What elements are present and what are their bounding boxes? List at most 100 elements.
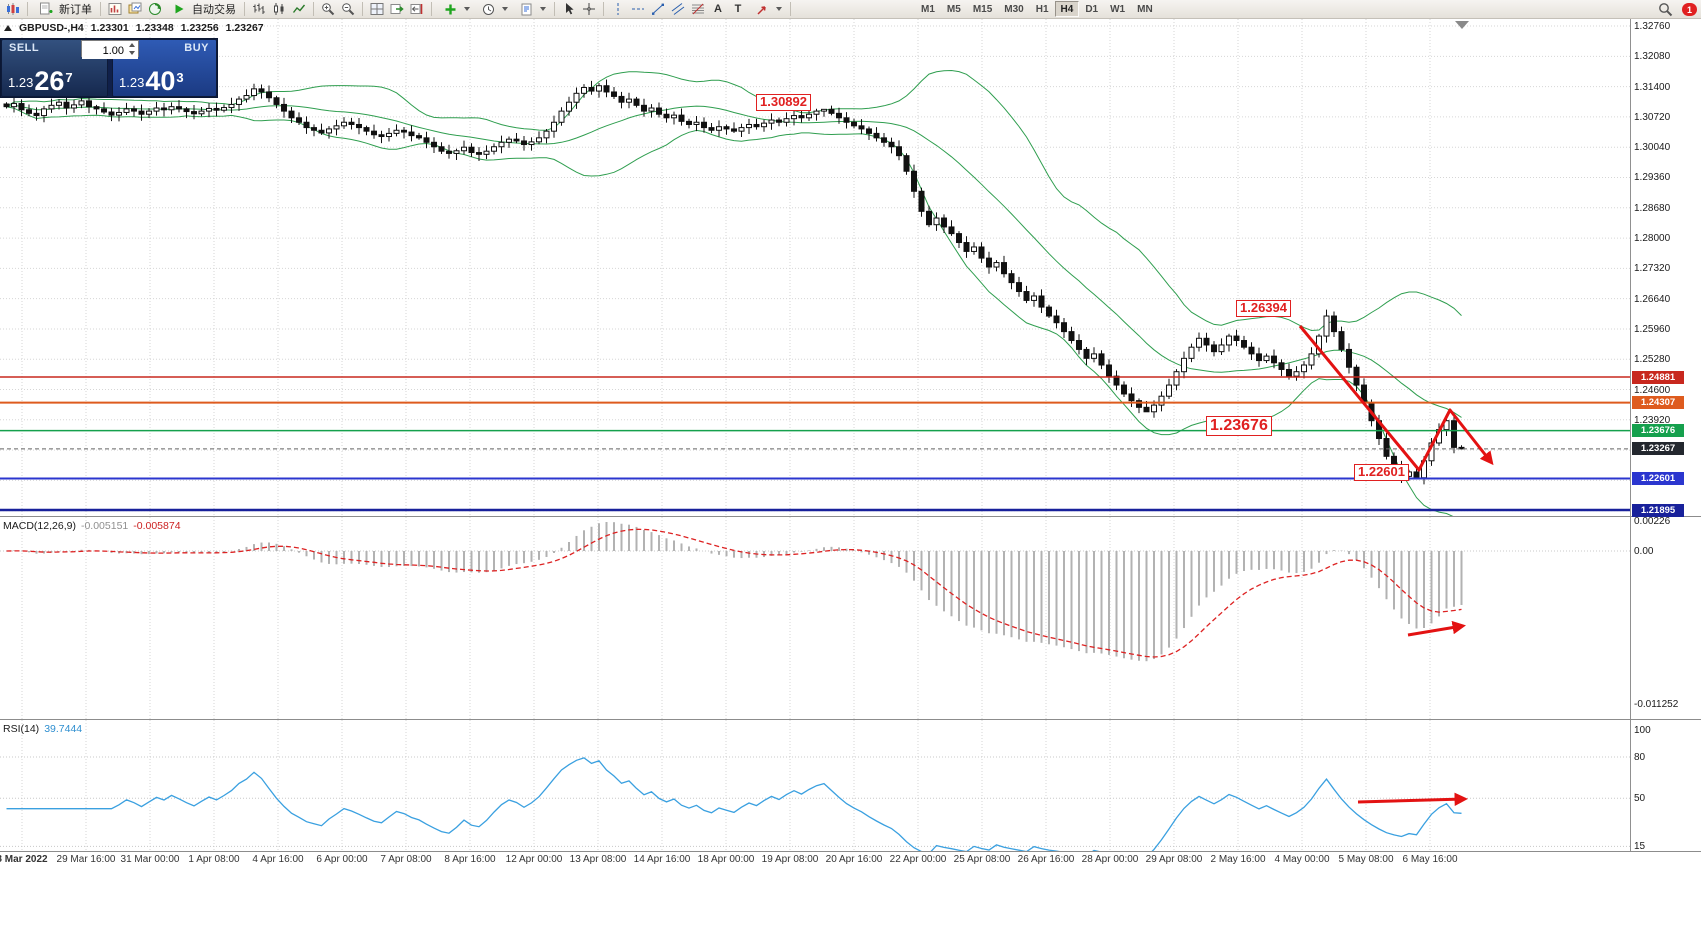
price-annotation[interactable]: 1.26394 [1236,300,1291,317]
price-axis-border [1630,19,1631,851]
charts-bar-icon[interactable] [106,1,124,18]
main-price-chart[interactable] [0,19,1632,516]
volume-input[interactable] [82,43,138,59]
template-page-icon [517,1,535,18]
timeframe-d1[interactable]: D1 [1079,1,1104,17]
app-chart-icon [4,1,22,18]
rsi-axis-label: 100 [1634,724,1651,736]
line-chart-type-icon[interactable] [290,1,308,18]
crosshair-icon[interactable] [580,1,598,18]
bar-chart-type-icon[interactable] [250,1,268,18]
grid-layer [0,517,1630,719]
timeframe-mn[interactable]: MN [1131,1,1159,17]
date-label: 6 May 16:00 [1402,854,1458,865]
price-tag: 1.23676 [1632,424,1684,438]
tile-windows-icon[interactable] [368,1,386,18]
text-tool-icon[interactable]: A [709,1,727,18]
fibonacci-tool-icon[interactable] [689,1,707,18]
timeframe-w1[interactable]: W1 [1104,1,1131,17]
notification-badge[interactable]: 1 [1682,3,1697,16]
label-tool-glyph: T [734,2,742,15]
cursor-icon[interactable] [560,1,578,18]
toolbar-separator [554,2,555,16]
panel-divider[interactable] [0,719,1701,720]
indicators-plus-icon [441,1,459,18]
trend-arrow-annotation[interactable] [1298,325,1494,472]
horizontal-line-tool-icon[interactable] [629,1,647,18]
rsi-arrow-annotation[interactable] [1357,792,1469,807]
date-label: 18 Apr 00:00 [697,854,755,865]
timeframe-m30[interactable]: M30 [998,1,1029,17]
profiles-icon[interactable] [126,1,144,18]
timeframe-m15[interactable]: M15 [967,1,998,17]
templates-button[interactable] [512,1,550,18]
arrows-tool-button[interactable] [748,1,786,18]
date-label: 25 Apr 08:00 [953,854,1011,865]
macd-panel[interactable] [0,517,1632,719]
new-order-button[interactable]: 新订单 [32,1,96,18]
sell-price: 1.23 26 7 [8,66,73,97]
date-label: 31 Mar 00:00 [120,854,180,865]
dropdown-caret-icon [502,7,508,11]
search-icon[interactable] [1656,1,1674,18]
chart-shift-marker[interactable] [1455,21,1469,29]
price-tick: 1.32080 [1634,51,1671,63]
macd-arrow-annotation[interactable] [1407,620,1466,637]
chart-shift-icon[interactable] [408,1,426,18]
timeframe-h1[interactable]: H1 [1030,1,1055,17]
rsi-panel[interactable] [0,720,1632,851]
price-annotation[interactable]: 1.22601 [1354,464,1409,481]
toolbar-separator [790,2,791,16]
dropdown-caret-icon [540,7,546,11]
new-order-label: 新订单 [59,4,92,16]
toolbar-separator [362,2,363,16]
autotrading-label: 自动交易 [192,4,236,16]
autotrading-play-icon [170,1,188,18]
price-annotation[interactable]: 1.23676 [1206,416,1272,437]
buy-price-big: 40 [145,66,176,97]
trendline-tool-icon[interactable] [649,1,667,18]
panel-divider[interactable] [0,516,1701,517]
price-tick: 1.26640 [1634,293,1671,305]
one-click-trading-panel: SELL 1.23 26 7 BUY 1.23 40 3 [0,38,218,98]
price-tag: 1.24881 [1632,370,1684,384]
rsi-line [6,757,1462,851]
clock-icon [479,1,497,18]
one-click-collapse-icon[interactable] [4,25,12,31]
zoom-in-icon[interactable] [319,1,337,18]
buy-price-main: 1.23 [119,75,145,90]
vertical-line-tool-icon[interactable] [609,1,627,18]
auto-scroll-icon[interactable] [388,1,406,18]
timeframe-m5[interactable]: M5 [941,1,967,17]
candlestick-chart-type-icon[interactable] [270,1,288,18]
timeframe-h4[interactable]: H4 [1054,1,1080,17]
price-tick: 1.28000 [1634,233,1671,245]
rsi-value: 39.7444 [44,723,83,735]
volume-decrease-icon[interactable] [127,49,136,56]
label-tool-icon[interactable]: T [729,1,747,18]
zoom-out-icon[interactable] [339,1,357,18]
autotrading-button[interactable]: 自动交易 [165,1,240,18]
channel-tool-icon[interactable] [669,1,687,18]
rsi-header: RSI(14) 39.7444 [3,723,82,735]
periods-button[interactable] [474,1,512,18]
price-tick: 1.30040 [1634,142,1671,154]
sell-price-big: 26 [34,66,65,97]
price-tick: 1.29360 [1634,172,1671,184]
volume-increase-icon[interactable] [127,41,136,48]
macd-main-value: -0.005151 [80,520,129,532]
date-label: 8 Apr 16:00 [444,854,496,865]
macd-axis-label: -0.011252 [1634,699,1679,710]
date-label: 4 May 00:00 [1274,854,1330,865]
date-label: 13 Apr 08:00 [569,854,627,865]
timeframe-m1[interactable]: M1 [915,1,941,17]
chart-ohlc-header: GBPUSD-,H4 1.23301 1.23348 1.23256 1.232… [4,22,264,34]
sell-button[interactable]: SELL 1.23 26 7 [1,39,108,97]
price-annotation[interactable]: 1.30892 [756,94,811,111]
toolbar-separator [100,2,101,16]
toolbar: 新订单 自动交易 A T [0,0,1701,19]
indicators-button[interactable] [436,1,474,18]
sell-price-main: 1.23 [8,75,34,90]
date-label: 12 Apr 00:00 [505,854,563,865]
navigator-icon[interactable] [146,1,164,18]
